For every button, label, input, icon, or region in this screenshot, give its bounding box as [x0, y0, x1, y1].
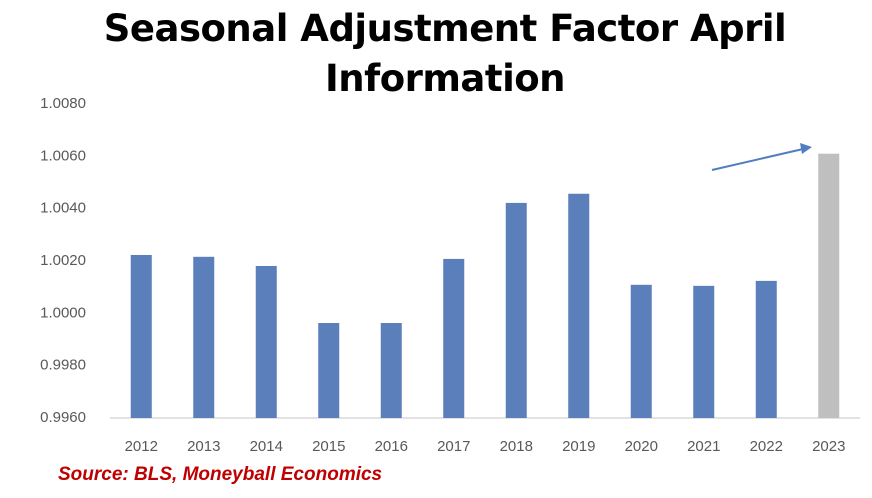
y-tick-label: 1.0000 — [40, 304, 86, 321]
bar — [630, 284, 652, 418]
source-note: Source: BLS, Moneyball Economics — [58, 464, 382, 485]
x-tick-label: 2013 — [187, 438, 220, 455]
bar — [130, 254, 152, 418]
x-tick-label: 2017 — [437, 438, 470, 455]
bar — [818, 153, 840, 418]
x-tick-label: 2014 — [250, 438, 283, 455]
x-tick-label: 2020 — [625, 438, 658, 455]
bar — [318, 323, 340, 418]
x-tick-label: 2022 — [750, 438, 783, 455]
y-tick-label: 1.0080 — [40, 95, 86, 112]
bar — [255, 265, 277, 418]
arrow — [711, 148, 804, 171]
x-tick-label: 2019 — [562, 438, 595, 455]
bar — [193, 256, 215, 418]
y-tick-label: 1.0040 — [40, 200, 86, 217]
y-tick-label: 1.0020 — [40, 252, 86, 269]
x-tick-label: 2016 — [375, 438, 408, 455]
bar — [693, 285, 715, 418]
bar — [505, 202, 527, 418]
x-tick-label: 2018 — [500, 438, 533, 455]
bar — [380, 323, 402, 418]
x-tick-label: 2021 — [687, 438, 720, 455]
y-tick-label: 0.9980 — [40, 357, 86, 374]
bar — [755, 280, 777, 418]
y-tick-label: 0.9960 — [40, 409, 86, 426]
x-tick-label: 2023 — [812, 438, 845, 455]
bar — [568, 193, 590, 418]
bar — [443, 258, 465, 418]
x-tick-label: 2015 — [312, 438, 345, 455]
y-tick-label: 1.0060 — [40, 147, 86, 164]
chart-title: Seasonal Adjustment Factor April Informa… — [103, 7, 787, 100]
x-tick-label: 2012 — [125, 438, 158, 455]
arrow-head — [800, 143, 812, 154]
